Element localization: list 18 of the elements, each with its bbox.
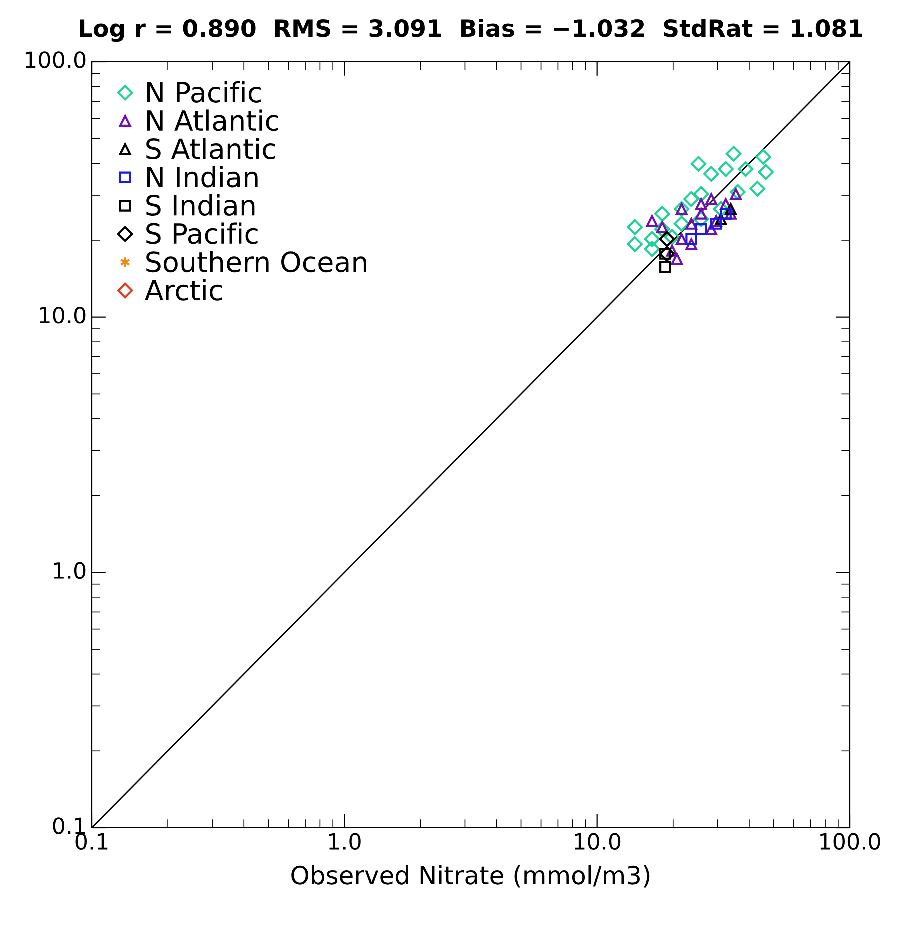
legend-label: N Atlantic bbox=[148, 110, 278, 132]
chart-title: Log r = 0.890 RMS = 3.091 Bias = −1.032 StdRat = 1.081 bbox=[80, 19, 862, 42]
legend-label: S Pacific bbox=[146, 222, 258, 244]
y-tick-label: 0.1 bbox=[53, 818, 86, 834]
y-tick-label: 10.0 bbox=[40, 306, 86, 324]
legend-label: S Indian bbox=[146, 194, 255, 216]
legend-label: Southern Ocean bbox=[146, 251, 366, 273]
x-tick-label: 1.0 bbox=[329, 833, 361, 850]
x-axis-title: Observed Nitrate (mmol/m3) bbox=[292, 865, 650, 888]
y-tick-label: 100.0 bbox=[26, 52, 86, 68]
legend-label: Arctic bbox=[144, 279, 222, 301]
legend-label: N Pacific bbox=[148, 81, 261, 103]
y-tick-label: 1.0 bbox=[54, 562, 86, 580]
x-tick-label: 100.0 bbox=[820, 833, 880, 850]
legend-label: N Indian bbox=[148, 166, 258, 188]
x-tick-label: 0.1 bbox=[76, 833, 108, 850]
x-tick-label: 10.0 bbox=[575, 833, 621, 850]
legend-label: S Atlantic bbox=[146, 138, 276, 160]
